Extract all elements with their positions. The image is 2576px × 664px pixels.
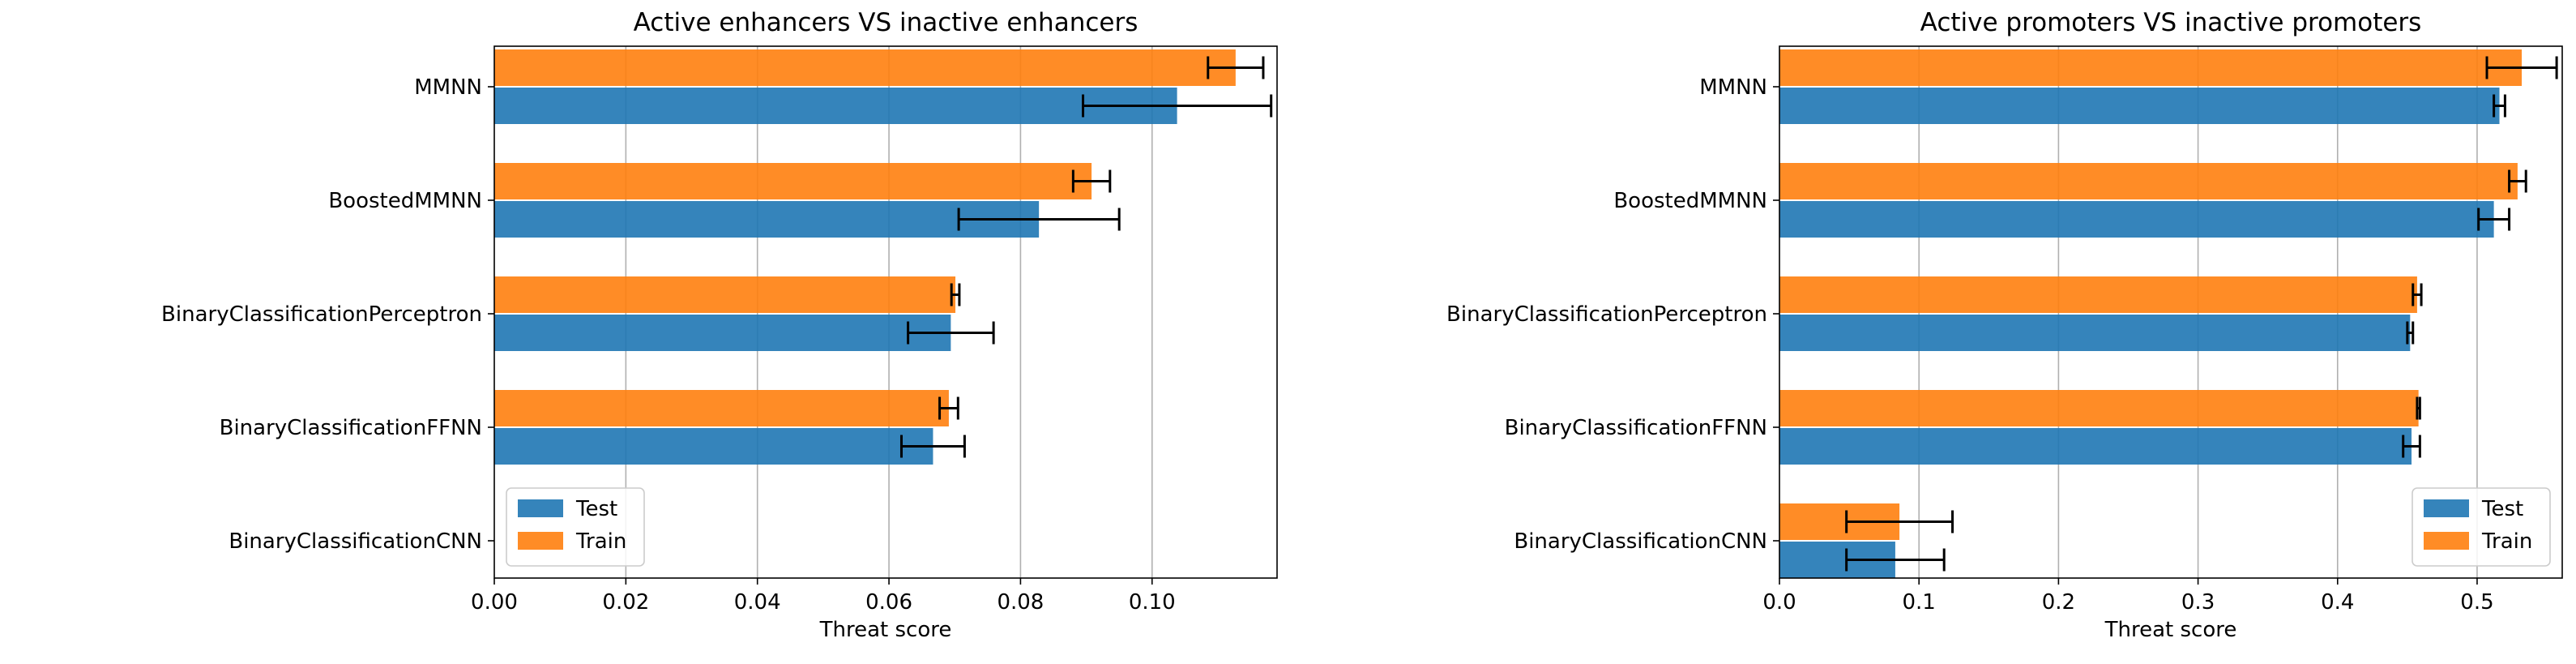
bar-train-binary-classification-perceptron	[494, 276, 956, 313]
error-bar-test-binary-classification-ffnn	[2402, 435, 2421, 458]
x-tick-label: 0.00	[471, 590, 518, 615]
bar-test-binary-classification-ffnn	[494, 428, 933, 465]
bar-train-binary-classification-ffnn	[1779, 390, 2419, 426]
chart-panel-2: MMNN BoostedMMNN BinaryClassificationPerce…	[1446, 8, 2563, 642]
legend-label-train: Train	[2481, 529, 2532, 554]
error-bar-train-mmnn	[2485, 56, 2558, 79]
legend-swatch-test	[518, 499, 563, 517]
legend-swatch-train	[2424, 532, 2469, 550]
error-bar-train-boosted-mmnn	[1071, 169, 1112, 193]
error-bar-test-boosted-mmnn	[2477, 208, 2511, 231]
legend: Test Train	[2412, 487, 2551, 567]
y-tick-label: MMNN	[414, 75, 482, 100]
error-bar-train-binary-classification-ffnn	[938, 396, 959, 420]
x-axis-label: Threat score	[2104, 618, 2237, 642]
y-tick-label: BinaryClassificationPerceptron	[1446, 302, 1767, 327]
error-bar-test-binary-classification-cnn	[1845, 548, 1946, 572]
error-bar-test-binary-classification-perceptron	[2406, 321, 2415, 345]
error-bar-train-mmnn	[1207, 56, 1265, 79]
bar-train-binary-classification-perceptron	[1779, 276, 2417, 313]
x-tick-label: 0.06	[865, 590, 912, 615]
bar-train-boosted-mmnn	[1779, 163, 2518, 199]
error-bar-train-binary-classification-perceptron	[950, 283, 961, 306]
x-axis-label: Threat score	[819, 618, 952, 642]
bar-test-boosted-mmnn	[494, 201, 1040, 238]
x-tick-label: 0.0	[1762, 590, 1796, 615]
error-bar-train-binary-classification-perceptron	[2412, 283, 2423, 306]
bar-test-binary-classification-perceptron	[494, 315, 951, 351]
x-tick-label: 0.4	[2321, 590, 2354, 615]
bar-test-mmnn	[1779, 88, 2500, 124]
legend-label-test: Test	[2481, 497, 2523, 521]
chart-panel-1: MMNN BoostedMMNN BinaryClassificationPerce…	[161, 8, 1278, 642]
bar-test-boosted-mmnn	[1779, 201, 2494, 238]
legend-swatch-test	[2424, 499, 2469, 517]
error-bar-test-mmnn	[1082, 94, 1273, 118]
axes-frame	[493, 45, 1278, 579]
error-bar-test-binary-classification-ffnn	[899, 435, 966, 458]
y-tick-label: BinaryClassificationCNN	[1514, 529, 1767, 554]
y-tick-label: MMNN	[1699, 75, 1767, 100]
bar-train-boosted-mmnn	[494, 163, 1092, 199]
legend-label-test: Test	[575, 497, 617, 521]
x-tick-label: 0.02	[602, 590, 649, 615]
legend: Test Train	[506, 487, 645, 567]
error-bar-train-binary-classification-ffnn	[2416, 396, 2421, 420]
bar-train-binary-classification-ffnn	[494, 390, 949, 426]
bar-train-mmnn	[494, 49, 1236, 86]
x-tick-label: 0.04	[734, 590, 781, 615]
y-tick-label: BinaryClassificationCNN	[229, 529, 482, 554]
bar-test-binary-classification-perceptron	[1779, 315, 2411, 351]
y-tick-label: BoostedMMNN	[1613, 189, 1767, 213]
bar-test-mmnn	[494, 88, 1177, 124]
legend-swatch-train	[518, 532, 563, 550]
error-bar-train-binary-classification-cnn	[1845, 510, 1954, 533]
x-tick-label: 0.2	[2042, 590, 2075, 615]
x-tick-label: 0.1	[1903, 590, 1936, 615]
error-bar-test-mmnn	[2493, 94, 2506, 118]
x-tick-label: 0.10	[1129, 590, 1176, 615]
error-bar-train-boosted-mmnn	[2508, 169, 2527, 193]
y-tick-label: BinaryClassificationPerceptron	[161, 302, 482, 327]
error-bar-test-binary-classification-perceptron	[907, 321, 995, 345]
chart-title: Active enhancers VS inactive enhancers	[634, 8, 1138, 37]
y-tick-label: BinaryClassificationFFNN	[1505, 416, 1767, 440]
bar-train-mmnn	[1779, 49, 2523, 86]
y-tick-label: BinaryClassificationFFNN	[220, 416, 482, 440]
x-tick-label: 0.3	[2181, 590, 2215, 615]
chart-title: Active promoters VS inactive promoters	[1920, 8, 2422, 37]
error-bar-test-boosted-mmnn	[957, 208, 1121, 231]
x-tick-label: 0.5	[2460, 590, 2493, 615]
legend-label-train: Train	[575, 529, 626, 554]
x-tick-label: 0.08	[997, 590, 1044, 615]
bar-test-binary-classification-ffnn	[1779, 428, 2412, 465]
axes-frame	[1779, 45, 2563, 579]
y-tick-label: BoostedMMNN	[328, 189, 482, 213]
